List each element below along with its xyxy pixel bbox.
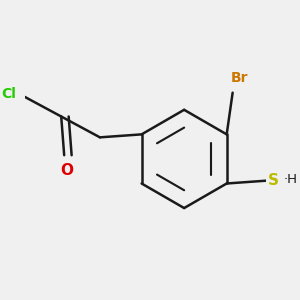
- Text: Cl: Cl: [2, 87, 16, 101]
- Text: S: S: [268, 173, 279, 188]
- Text: S: S: [268, 173, 279, 188]
- Text: Br: Br: [230, 71, 248, 85]
- Text: Cl: Cl: [2, 87, 16, 101]
- Text: O: O: [60, 163, 73, 178]
- Text: ·H: ·H: [284, 173, 298, 186]
- Text: O: O: [60, 163, 73, 178]
- Text: Br: Br: [230, 71, 248, 85]
